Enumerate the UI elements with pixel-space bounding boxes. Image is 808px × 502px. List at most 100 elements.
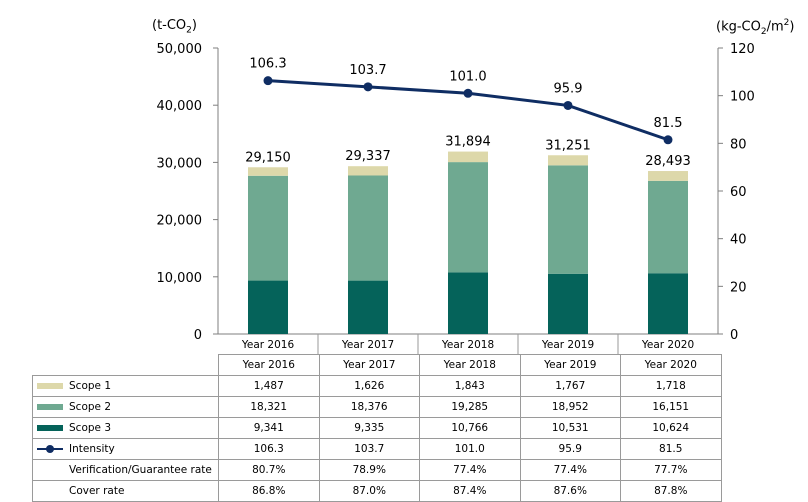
right-tick-label: 20	[730, 280, 747, 295]
right-tick-label: 60	[730, 185, 747, 200]
data-table: Year 2016 Year 2017 Year 2018 Year 2019 Year…	[32, 354, 722, 502]
intensity-point	[663, 135, 673, 145]
table-year-header: Year 2019	[519, 354, 621, 376]
row-label-text: Scope 1	[69, 380, 112, 392]
table-cell: 1,767	[519, 375, 621, 397]
table-row-label: Cover rate	[32, 480, 219, 502]
table-cell: 87.0%	[318, 480, 420, 502]
row-label-text: Intensity	[69, 443, 115, 455]
table-row: Cover rate 86.8% 87.0% 87.4% 87.6% 87.8%	[32, 480, 722, 502]
total-label: 31,251	[545, 138, 591, 153]
right-tick-label: 40	[730, 233, 747, 248]
right-axis-unit: (kg-CO2/m2)	[716, 18, 795, 37]
table-row: Scope 3 9,341 9,335 10,766 10,531 10,624	[32, 417, 722, 439]
left-tick-label: 40,000	[157, 99, 203, 114]
x-tick-label: Year 2018	[441, 339, 494, 351]
left-tick-label: 20,000	[157, 214, 203, 229]
left-tick-label: 0	[194, 328, 202, 343]
right-tick-label: 100	[730, 90, 755, 105]
table-cell: 1,487	[218, 375, 320, 397]
legend-swatch	[37, 404, 63, 410]
table-row-label: Scope 1	[32, 375, 219, 397]
table-cell: 101.0	[419, 438, 521, 460]
scope-1-bar	[248, 167, 288, 176]
intensity-point	[463, 88, 473, 98]
row-label-text: Scope 3	[69, 422, 112, 434]
table-cell: 1,718	[620, 375, 722, 397]
x-tick-label: Year 2016	[241, 339, 295, 351]
scope-1-bar	[448, 151, 488, 163]
table-year-header: Year 2017	[318, 354, 420, 376]
scope-2-bar	[348, 175, 388, 281]
scope-2-bar	[548, 165, 588, 274]
table-cell: 1,626	[318, 375, 420, 397]
table-cell: 81.5	[620, 438, 722, 460]
table-row-label: Intensity	[32, 438, 219, 460]
scope-3-bar	[648, 273, 688, 334]
table-cell: 10,624	[620, 417, 722, 439]
table-row-label: Scope 2	[32, 396, 219, 418]
table-cell: 18,952	[519, 396, 621, 418]
x-tick-label: Year 2020	[641, 339, 694, 351]
right-tick-label: 80	[730, 137, 747, 152]
intensity-point	[363, 82, 373, 92]
table-cell: 103.7	[318, 438, 420, 460]
table-year-header: Year 2018	[419, 354, 521, 376]
left-tick-label: 10,000	[157, 271, 203, 286]
table-year-header: Year 2016	[218, 354, 320, 376]
scope-1-bar	[648, 171, 688, 181]
table-cell: 87.4%	[419, 480, 521, 502]
scope-3-bar	[548, 273, 588, 334]
table-row: Scope 1 1,487 1,626 1,843 1,767 1,718	[32, 375, 722, 397]
scope-1-bar	[348, 166, 388, 176]
intensity-label: 81.5	[654, 116, 683, 131]
total-label: 29,150	[245, 150, 291, 165]
table-cell: 78.9%	[318, 459, 420, 481]
intensity-label: 106.3	[249, 57, 286, 72]
table-cell: 18,376	[318, 396, 420, 418]
table-row: Scope 2 18,321 18,376 19,285 18,952 16,151	[32, 396, 722, 418]
scope-1-bar	[548, 155, 588, 166]
table-cell: 1,843	[419, 375, 521, 397]
scope-2-bar	[648, 180, 688, 274]
table-corner	[33, 355, 219, 376]
table-cell: 95.9	[519, 438, 621, 460]
table-cell: 18,321	[218, 396, 320, 418]
table-row-label: Verification/Guarantee rate	[32, 459, 219, 481]
scope-2-bar	[248, 175, 288, 281]
left-axis-unit: (t-CO2)	[152, 18, 197, 36]
scope-3-bar	[448, 272, 488, 334]
total-label: 29,337	[345, 149, 391, 164]
legend-swatch	[37, 383, 63, 389]
table-cell: 106.3	[218, 438, 320, 460]
intensity-point	[263, 76, 273, 86]
row-label-text: Scope 2	[69, 401, 112, 413]
scope-3-bar	[248, 280, 288, 334]
table-row: Verification/Guarantee rate 80.7% 78.9% 77.…	[32, 459, 722, 481]
x-tick-label: Year 2019	[541, 339, 594, 351]
table-cell: 77.4%	[519, 459, 621, 481]
right-tick-label: 0	[730, 328, 738, 343]
table-cell: 19,285	[419, 396, 521, 418]
table-cell: 16,151	[620, 396, 722, 418]
row-label-text: Verification/Guarantee rate	[69, 464, 212, 476]
scope-3-bar	[348, 280, 388, 334]
left-tick-label: 30,000	[157, 156, 203, 171]
table-year-header: Year 2020	[620, 354, 722, 376]
table-row: Intensity 106.3 103.7 101.0 95.9 81.5	[32, 438, 722, 460]
intensity-label: 95.9	[554, 81, 583, 96]
left-tick-label: 50,000	[157, 42, 203, 57]
x-tick-label: Year 2017	[341, 339, 394, 351]
table-cell: 86.8%	[218, 480, 320, 502]
total-label: 28,493	[645, 154, 691, 169]
table-cell: 9,341	[218, 417, 320, 439]
table-cell: 77.4%	[419, 459, 521, 481]
table-cell: 10,531	[519, 417, 621, 439]
table-cell: 87.8%	[620, 480, 722, 502]
table-row-label: Scope 3	[32, 417, 219, 439]
right-tick-label: 120	[730, 42, 755, 57]
table-header-row: Year 2016 Year 2017 Year 2018 Year 2019 Year…	[33, 354, 722, 376]
table-cell: 77.7%	[620, 459, 722, 481]
legend-line-marker	[37, 445, 63, 453]
